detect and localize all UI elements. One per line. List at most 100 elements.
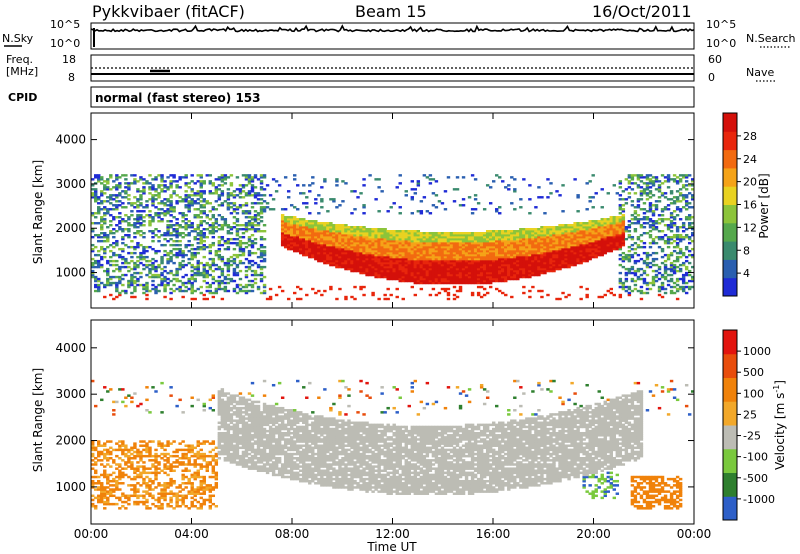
power-cell bbox=[350, 190, 354, 193]
power-cell bbox=[555, 265, 559, 269]
power-cell bbox=[555, 226, 559, 229]
power-cell bbox=[645, 188, 650, 191]
power-cell bbox=[389, 239, 393, 243]
power-cell bbox=[431, 239, 436, 243]
power-cell bbox=[97, 279, 101, 283]
power-cell bbox=[317, 239, 321, 243]
power-cell bbox=[314, 228, 318, 231]
power-cell bbox=[452, 243, 457, 247]
power-cell bbox=[259, 271, 264, 275]
power-cell bbox=[582, 230, 586, 233]
power-cell bbox=[214, 249, 219, 253]
power-cell bbox=[519, 235, 523, 239]
power-cell bbox=[476, 265, 481, 269]
power-cell bbox=[452, 273, 457, 277]
power-cell bbox=[498, 259, 502, 263]
power-cell bbox=[199, 184, 203, 187]
power-cell bbox=[398, 251, 402, 255]
power-cell bbox=[516, 231, 520, 235]
power-cell bbox=[570, 259, 574, 263]
power-cell bbox=[618, 237, 623, 241]
power-cell bbox=[353, 261, 357, 265]
power-cell bbox=[588, 237, 592, 241]
power-cell bbox=[226, 206, 231, 209]
power-cell bbox=[157, 249, 161, 253]
power-cell bbox=[570, 226, 574, 229]
power-cell bbox=[323, 235, 327, 239]
power-cell bbox=[374, 235, 378, 239]
power-cell bbox=[157, 273, 161, 277]
power-cell bbox=[546, 253, 550, 257]
power-cell bbox=[335, 206, 339, 209]
power-cell bbox=[386, 243, 390, 247]
power-cell bbox=[609, 220, 613, 223]
power-cell bbox=[597, 243, 601, 247]
power-cell bbox=[97, 289, 101, 293]
power-cell bbox=[317, 224, 321, 227]
power-cell bbox=[452, 263, 457, 267]
power-cell bbox=[591, 237, 595, 241]
power-cell bbox=[353, 235, 357, 239]
power-cell bbox=[470, 255, 475, 259]
power-cell bbox=[115, 259, 119, 263]
power-cell bbox=[651, 257, 656, 261]
power-cell bbox=[582, 226, 586, 229]
power-cell bbox=[558, 265, 562, 269]
power-cell bbox=[470, 233, 475, 237]
power-cell bbox=[507, 267, 511, 271]
power-cell bbox=[308, 222, 312, 225]
power-cell bbox=[229, 182, 234, 185]
power-cell bbox=[91, 263, 95, 267]
power-cell bbox=[335, 257, 339, 261]
power-cell bbox=[615, 224, 620, 227]
power-cell bbox=[687, 269, 692, 273]
power-cell bbox=[220, 228, 225, 231]
power-cell bbox=[235, 233, 240, 237]
power-cell bbox=[437, 249, 442, 253]
power-cell bbox=[684, 194, 689, 197]
power-cell bbox=[546, 249, 550, 253]
power-cell bbox=[531, 267, 535, 271]
power-cell bbox=[166, 176, 170, 179]
power-cell bbox=[163, 289, 167, 293]
power-cell bbox=[169, 224, 173, 227]
power-cell bbox=[238, 247, 243, 251]
power-cell bbox=[244, 257, 249, 261]
power-cell bbox=[199, 174, 203, 177]
power-cell bbox=[317, 226, 321, 229]
power-cell bbox=[371, 267, 375, 271]
power-cell bbox=[190, 222, 194, 225]
power-cell bbox=[570, 247, 574, 251]
power-cell bbox=[467, 281, 472, 285]
power-cell bbox=[479, 233, 484, 237]
power-cell bbox=[561, 235, 565, 239]
power-cell bbox=[371, 249, 375, 253]
power-cell bbox=[473, 208, 478, 211]
power-cell bbox=[359, 285, 363, 289]
power-cell bbox=[687, 214, 692, 217]
power-cell bbox=[491, 247, 496, 251]
power-cell bbox=[642, 269, 647, 273]
power-cell bbox=[446, 239, 451, 243]
power-cell bbox=[657, 222, 662, 225]
power-cell bbox=[585, 233, 589, 237]
power-cell bbox=[368, 255, 372, 259]
power-cell bbox=[100, 192, 104, 195]
power-cell bbox=[136, 222, 140, 225]
power-cell bbox=[362, 235, 366, 239]
power-cell bbox=[232, 190, 237, 193]
power-cell bbox=[449, 265, 454, 269]
power-cell bbox=[663, 271, 668, 275]
power-cell bbox=[244, 204, 249, 207]
power-cell bbox=[142, 235, 146, 239]
power-cell bbox=[482, 263, 487, 267]
power-cell bbox=[217, 196, 222, 199]
power-cell bbox=[362, 206, 366, 209]
power-cell bbox=[681, 224, 686, 227]
power-cell bbox=[142, 224, 146, 227]
power-cell bbox=[585, 231, 589, 235]
power-cell bbox=[256, 224, 261, 227]
power-cell bbox=[296, 285, 300, 289]
power-cell bbox=[127, 188, 131, 191]
power-cell bbox=[181, 283, 185, 287]
